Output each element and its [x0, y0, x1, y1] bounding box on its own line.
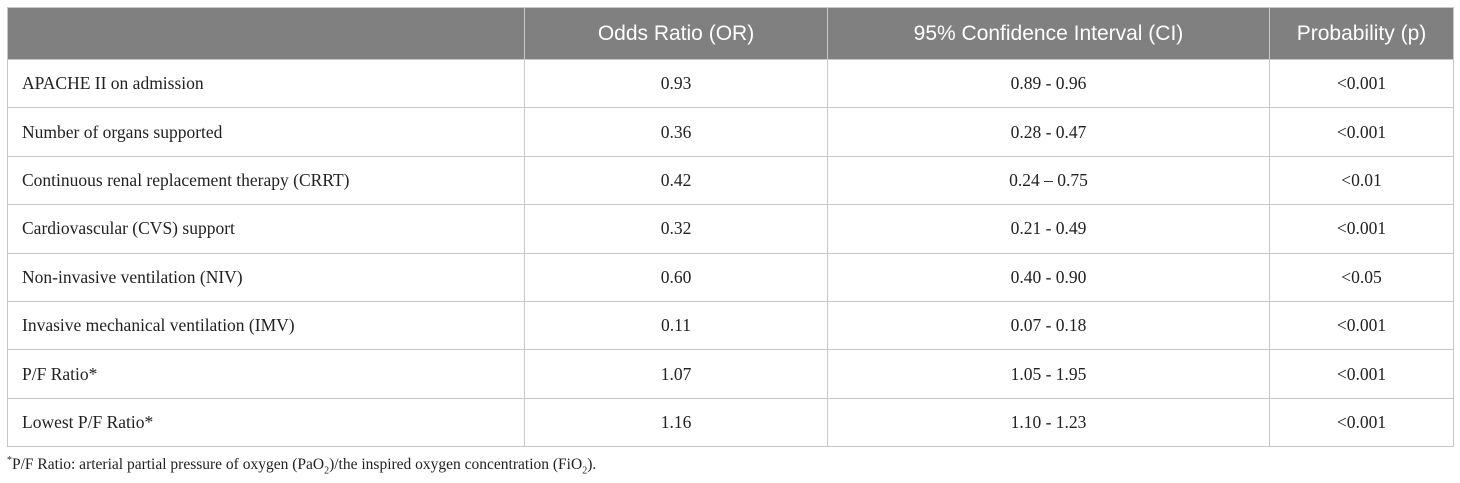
table-row: Cardiovascular (CVS) support 0.32 0.21 -…: [7, 204, 1454, 254]
p-value-cell: <0.001: [1269, 349, 1454, 399]
table-row: P/F Ratio* 1.07 1.05 - 1.95 <0.001: [7, 349, 1454, 399]
footnote-text-part: P/F Ratio: arterial partial pressure of …: [12, 456, 325, 474]
footnote-subscript: 2: [324, 465, 330, 477]
ci-cell: 0.40 - 0.90: [827, 252, 1270, 302]
p-value-cell: <0.001: [1269, 107, 1454, 157]
footnote-text-part: )/the inspired oxygen concentration (FiO: [329, 456, 583, 474]
ci-cell: 1.05 - 1.95: [827, 349, 1270, 399]
row-label: APACHE II on admission: [7, 58, 525, 109]
odds-ratio-cell: 0.42: [524, 155, 828, 206]
odds-ratio-table: Odds Ratio (OR) 95% Confidence Interval …: [7, 7, 1454, 448]
odds-ratio-cell: 0.93: [524, 58, 828, 109]
p-value-cell: <0.01: [1269, 155, 1454, 206]
header-odds-ratio: Odds Ratio (OR): [524, 7, 828, 60]
table-row: Continuous renal replacement therapy (CR…: [7, 155, 1454, 206]
odds-ratio-cell: 1.07: [524, 349, 828, 399]
odds-ratio-cell: 0.60: [524, 252, 828, 302]
ci-cell: 0.07 - 0.18: [827, 300, 1270, 351]
table-row: Number of organs supported 0.36 0.28 - 0…: [7, 107, 1454, 157]
footnote-marker: *: [7, 455, 12, 466]
p-value-cell: <0.05: [1269, 252, 1454, 302]
ci-cell: 0.24 – 0.75: [827, 155, 1270, 206]
header-confidence-interval: 95% Confidence Interval (CI): [827, 7, 1270, 60]
table-footnote: *P/F Ratio: arterial partial pressure of…: [7, 455, 596, 476]
ci-cell: 0.21 - 0.49: [827, 204, 1270, 254]
footnote-text-part: ).: [587, 456, 597, 474]
odds-ratio-cell: 0.36: [524, 107, 828, 157]
row-label: Number of organs supported: [7, 107, 525, 157]
footnote-subscript: 2: [582, 465, 588, 477]
odds-ratio-cell: 0.32: [524, 204, 828, 254]
p-value-cell: <0.001: [1269, 58, 1454, 109]
row-label: Lowest P/F Ratio*: [7, 397, 525, 448]
p-value-cell: <0.001: [1269, 300, 1454, 351]
table-row: Non-invasive ventilation (NIV) 0.60 0.40…: [7, 252, 1454, 302]
table-header-row: Odds Ratio (OR) 95% Confidence Interval …: [7, 7, 1454, 60]
p-value-cell: <0.001: [1269, 397, 1454, 448]
table-row: APACHE II on admission 0.93 0.89 - 0.96 …: [7, 58, 1454, 109]
ci-cell: 0.28 - 0.47: [827, 107, 1270, 157]
ci-cell: 1.10 - 1.23: [827, 397, 1270, 448]
odds-ratio-cell: 0.11: [524, 300, 828, 351]
header-probability: Probability (p): [1269, 7, 1454, 60]
row-label: Non-invasive ventilation (NIV): [7, 252, 525, 302]
table-row: Invasive mechanical ventilation (IMV) 0.…: [7, 300, 1454, 351]
table-row: Lowest P/F Ratio* 1.16 1.10 - 1.23 <0.00…: [7, 397, 1454, 448]
odds-ratio-cell: 1.16: [524, 397, 828, 448]
header-variable: [7, 7, 525, 60]
row-label: Cardiovascular (CVS) support: [7, 204, 525, 254]
p-value-cell: <0.001: [1269, 204, 1454, 254]
results-table-container: Odds Ratio (OR) 95% Confidence Interval …: [7, 7, 1454, 448]
row-label: Continuous renal replacement therapy (CR…: [7, 155, 525, 206]
row-label: Invasive mechanical ventilation (IMV): [7, 300, 525, 351]
row-label: P/F Ratio*: [7, 349, 525, 399]
ci-cell: 0.89 - 0.96: [827, 58, 1270, 109]
